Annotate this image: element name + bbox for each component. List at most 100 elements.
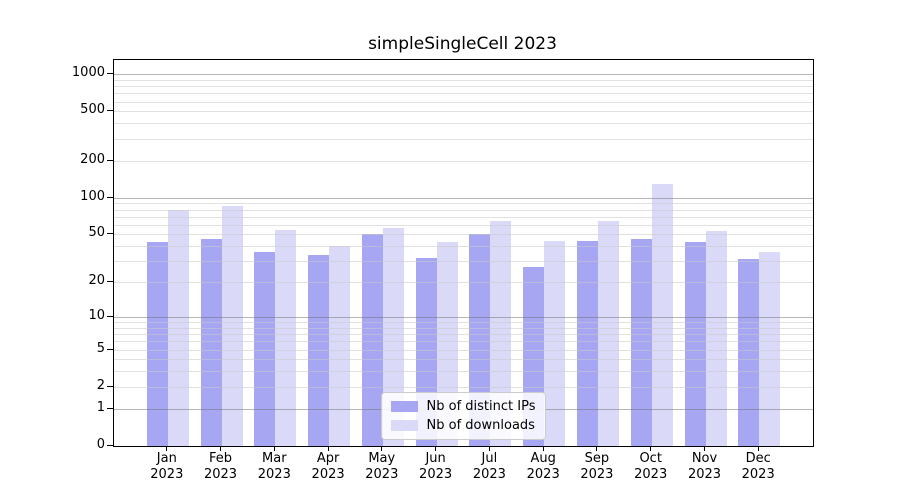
x-tick-month: Jan (156, 451, 177, 466)
x-tick-month: Aug (530, 451, 556, 466)
legend-item-distinct-ips: Nb of distinct IPs (390, 399, 536, 414)
x-tick-mark (757, 446, 759, 451)
y-tick-mark (107, 110, 113, 112)
x-tick-label-nov: Nov 2023 (677, 451, 733, 483)
x-tick-month: Apr (316, 451, 340, 466)
x-tick-mark (596, 446, 598, 451)
x-tick-mark (381, 446, 383, 451)
x-tick-year: 2023 (634, 467, 668, 482)
x-tick-label-may: May 2023 (354, 451, 410, 483)
x-tick-mark (704, 446, 705, 451)
y-tick-label: 500 (80, 102, 105, 118)
x-tick-year: 2023 (687, 467, 722, 482)
x-tick-year: 2023 (580, 467, 614, 482)
x-tick-mark (650, 446, 652, 451)
y-tick-mark (107, 159, 113, 161)
x-tick-label-sep: Sep 2023 (569, 451, 625, 483)
y-tick-mark (107, 348, 113, 350)
y-tick-mark (107, 281, 113, 283)
x-tick-month: Sep (584, 451, 610, 466)
x-tick-year: 2023 (257, 467, 291, 482)
bar-downloads-dec (759, 251, 781, 446)
plot-area: Nb of distinct IPs Nb of downloads (113, 59, 814, 447)
bar-distinct-ips-jan (146, 242, 168, 446)
bar-distinct-ips-oct (630, 238, 652, 446)
y-tick-label: 100 (80, 188, 105, 204)
x-tick-mark (327, 446, 329, 451)
legend-swatch-downloads (390, 420, 418, 431)
x-tick-label-aug: Aug 2023 (515, 451, 571, 483)
x-tick-year: 2023 (741, 467, 775, 482)
x-tick-month: Oct (639, 451, 662, 466)
x-tick-mark (273, 446, 275, 451)
y-tick-label: 1000 (71, 65, 105, 81)
x-tick-month: May (368, 451, 396, 466)
x-tick-month: Feb (208, 451, 233, 466)
x-tick-label-dec: Dec 2023 (730, 451, 786, 483)
x-tick-mark (435, 446, 437, 451)
bar-distinct-ips-feb (200, 238, 222, 446)
x-tick-label-feb: Feb 2023 (193, 451, 249, 483)
x-tick-label-mar: Mar 2023 (246, 451, 302, 483)
x-tick-year: 2023 (203, 467, 238, 482)
x-tick-label-jun: Jun 2023 (408, 451, 464, 483)
x-tick-mark (166, 446, 168, 451)
x-tick-year: 2023 (472, 467, 506, 482)
y-tick-mark (107, 73, 113, 75)
x-tick-year: 2023 (365, 467, 399, 482)
bar-distinct-ips-nov (684, 242, 706, 446)
legend-label-distinct-ips: Nb of distinct IPs (426, 399, 536, 414)
x-tick-label-apr: Apr 2023 (300, 451, 356, 483)
y-tick-mark (107, 196, 113, 198)
x-tick-label-jan: Jan 2023 (139, 451, 195, 483)
y-tick-mark (107, 233, 113, 235)
bar-downloads-feb (221, 205, 243, 446)
x-tick-mark (542, 446, 544, 451)
x-tick-month: Dec (745, 451, 771, 466)
x-tick-month: Jul (481, 451, 498, 466)
bars-layer (114, 60, 813, 446)
x-tick-month: Mar (262, 451, 287, 466)
legend-item-downloads: Nb of downloads (390, 418, 536, 433)
bar-distinct-ips-apr (308, 254, 330, 446)
x-tick-month: Nov (691, 451, 718, 466)
bar-distinct-ips-dec (738, 259, 760, 446)
y-tick-label: 0 (96, 437, 105, 452)
bar-downloads-apr (329, 246, 351, 446)
y-tick-label: 10 (88, 307, 105, 323)
y-tick-mark (107, 407, 113, 409)
legend: Nb of distinct IPs Nb of downloads (380, 392, 547, 440)
y-tick-label: 2 (96, 377, 105, 393)
x-tick-year: 2023 (419, 467, 453, 482)
bar-downloads-jan (167, 209, 189, 446)
bar-downloads-mar (275, 230, 297, 446)
bar-distinct-ips-sep (576, 241, 598, 446)
bar-downloads-jul (490, 221, 512, 446)
x-tick-label-oct: Oct 2023 (623, 451, 679, 483)
x-tick-label-jul: Jul 2023 (461, 451, 517, 483)
x-tick-mark (488, 446, 490, 451)
y-tick-mark (107, 385, 113, 387)
y-tick-label: 1 (96, 399, 105, 415)
bar-distinct-ips-may (361, 234, 383, 446)
y-tick-label: 200 (80, 151, 105, 167)
y-tick-mark (107, 445, 113, 446)
y-tick-label: 20 (88, 273, 105, 289)
x-tick-mark (220, 446, 221, 451)
legend-swatch-distinct-ips (390, 401, 418, 412)
y-tick-label: 50 (88, 225, 105, 241)
x-tick-month: Jun (425, 451, 446, 466)
x-tick-year: 2023 (526, 467, 560, 482)
bar-downloads-sep (597, 220, 619, 446)
legend-label-downloads: Nb of downloads (426, 418, 535, 433)
x-tick-year: 2023 (311, 467, 345, 482)
y-tick-label: 5 (96, 340, 105, 356)
chart-title: simpleSingleCell 2023 (368, 34, 557, 54)
bar-distinct-ips-mar (254, 251, 276, 446)
bar-downloads-nov (705, 231, 727, 446)
x-tick-year: 2023 (150, 467, 184, 482)
bar-downloads-aug (544, 241, 566, 446)
y-tick-mark (107, 315, 113, 317)
bar-downloads-oct (651, 183, 673, 446)
